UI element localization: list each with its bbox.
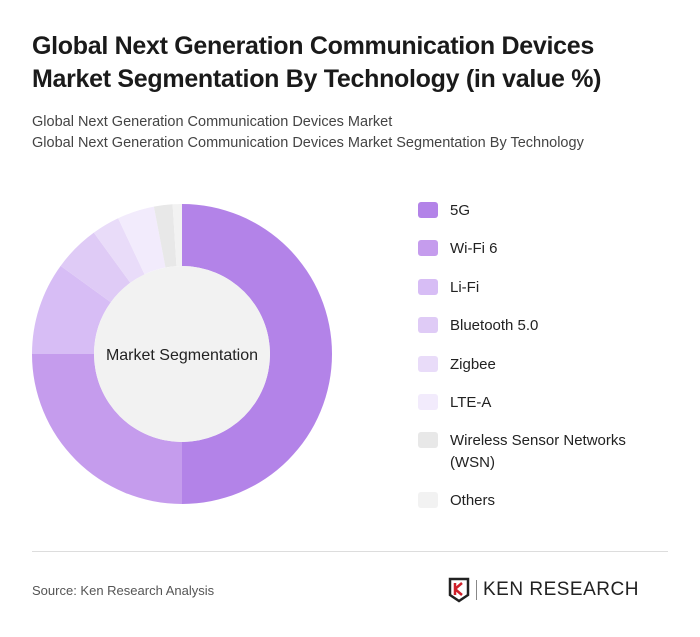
legend-label: Li-Fi (450, 279, 480, 296)
legend-label: Others (450, 492, 496, 509)
donut-slice-li-fi (32, 265, 111, 354)
legend-label: 5G (450, 202, 471, 219)
donut-slice-bluetooth-5-0 (60, 232, 131, 303)
donut-slice-lte-a (118, 206, 166, 275)
center-label: Market Segmentation (106, 347, 258, 364)
legend-item: 5G (418, 200, 660, 222)
subtitle-1: Global Next Generation Communication Dev… (32, 114, 393, 130)
legend-label: Wireless Sensor Networks (WSN) (450, 432, 626, 471)
legend-swatch (418, 202, 438, 218)
legend-label: Wi-Fi 6 (450, 240, 498, 257)
donut-chart: Market Segmentation (32, 204, 332, 504)
logo-text: KEN RESEARCH (483, 579, 639, 600)
donut-slice-zigbee (93, 218, 145, 283)
legend-item: Others (418, 490, 660, 512)
divider (32, 551, 668, 552)
ken-research-logo: KEN RESEARCH (448, 577, 639, 603)
donut-hole (94, 266, 270, 442)
logo-shield-icon (448, 577, 470, 603)
legend-label: LTE-A (450, 394, 492, 411)
legend-swatch (418, 317, 438, 333)
legend-swatch (418, 279, 438, 295)
legend-swatch (418, 394, 438, 410)
legend-swatch (418, 240, 438, 256)
legend-item: Wi-Fi 6 (418, 238, 660, 260)
legend-item: LTE-A (418, 392, 660, 414)
donut-slice-5g (182, 204, 332, 504)
legend-label: Zigbee (450, 356, 496, 373)
legend-item: Zigbee (418, 354, 660, 376)
legend-item: Bluetooth 5.0 (418, 315, 660, 337)
legend-swatch (418, 492, 438, 508)
logo-separator (476, 580, 477, 600)
source-note: Source: Ken Research Analysis (32, 583, 215, 598)
chart-title: Global Next Generation Communication Dev… (32, 32, 602, 93)
donut-slice-others (172, 204, 182, 267)
legend-item: Li-Fi (418, 277, 660, 299)
legend-swatch (418, 356, 438, 372)
legend-label: Bluetooth 5.0 (450, 317, 539, 334)
subtitle-2: Global Next Generation Communication Dev… (32, 135, 584, 151)
legend-item: Wireless Sensor Networks (WSN) (418, 430, 660, 474)
legend-swatch (418, 432, 438, 448)
donut-slice-wi-fi-6 (32, 354, 182, 504)
donut-slice-wireless-sensor-networks-wsn- (153, 204, 177, 268)
